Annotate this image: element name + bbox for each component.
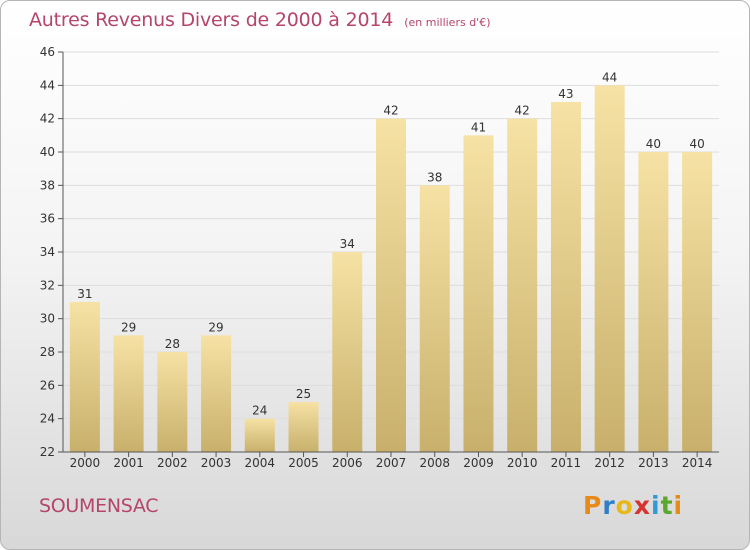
x-tick-label: 2008	[419, 456, 450, 470]
title-row: Autres Revenus Divers de 2000 à 2014 (en…	[29, 9, 491, 31]
y-tick-label: 32	[40, 278, 55, 292]
logo-letter: r	[602, 491, 616, 520]
x-tick-label: 2014	[682, 456, 713, 470]
y-tick-label: 44	[40, 78, 55, 92]
x-tick-label: 2006	[332, 456, 363, 470]
x-tick-label: 2007	[376, 456, 407, 470]
bar-value-label: 34	[340, 237, 355, 251]
y-tick-label: 30	[40, 312, 55, 326]
y-tick-label: 34	[40, 245, 55, 259]
y-tick-label: 26	[40, 378, 55, 392]
x-tick-label: 2004	[245, 456, 276, 470]
bar-value-label: 28	[165, 337, 180, 351]
x-tick-label: 2013	[638, 456, 669, 470]
axes	[58, 51, 719, 457]
bars	[69, 85, 713, 453]
x-tick-label: 2011	[551, 456, 582, 470]
bar	[244, 418, 275, 452]
bar	[682, 152, 713, 452]
bar-value-label: 29	[208, 320, 223, 334]
bar-value-label: 24	[252, 404, 267, 418]
bar-value-label: 29	[121, 320, 136, 334]
chart-subtitle: (en milliers d'€)	[404, 16, 491, 29]
logo-letter: x	[633, 491, 651, 520]
x-tick-label: 2003	[201, 456, 232, 470]
bar-chart: 22 24 26 28 30 32 34 36 38 40 42 44 46 31 2000 29 2001 28…	[40, 45, 719, 470]
bar	[376, 118, 406, 453]
bar	[463, 135, 494, 453]
x-tick-label: 2010	[507, 456, 538, 470]
y-tick-label: 24	[40, 412, 55, 426]
bar-value-label: 41	[471, 120, 486, 134]
x-tick-label: 2001	[113, 456, 144, 470]
place-name: SOUMENSAC	[39, 495, 159, 517]
y-tick-label: 46	[40, 45, 55, 59]
bar	[507, 118, 538, 453]
y-tick-label: 22	[40, 445, 55, 459]
bar-value-label: 43	[558, 87, 573, 101]
bar-value-label: 31	[77, 287, 92, 301]
bar-value-label: 44	[602, 70, 617, 84]
bar-value-label: 40	[689, 137, 704, 151]
bar-value-label: 40	[646, 137, 661, 151]
x-tick-label: 2002	[157, 456, 188, 470]
bar	[69, 302, 100, 452]
chart-title: Autres Revenus Divers de 2000 à 2014	[29, 9, 394, 31]
bar	[288, 402, 319, 452]
logo-letter: P	[583, 491, 603, 520]
bar-value-label: 38	[427, 170, 442, 184]
y-tick-label: 36	[40, 212, 55, 226]
logo-letter: t	[660, 491, 674, 520]
x-tick-label: 2009	[463, 456, 494, 470]
bar	[332, 252, 363, 452]
logo-letter: i	[651, 491, 661, 520]
bar	[594, 85, 625, 452]
y-tick-label: 40	[40, 145, 55, 159]
bar-value-label: 42	[515, 104, 530, 118]
y-tick-label: 28	[40, 345, 55, 359]
bar	[113, 335, 144, 452]
bar-value-label: 25	[296, 387, 311, 401]
y-tick-label: 38	[40, 178, 55, 192]
proxiti-logo: Proxiti	[583, 491, 683, 520]
bar	[419, 185, 450, 453]
x-tick-label: 2000	[70, 456, 101, 470]
y-tick-label: 42	[40, 112, 55, 126]
logo-letter: o	[615, 491, 634, 520]
bar	[550, 102, 581, 452]
bar	[201, 335, 232, 452]
bar	[157, 352, 188, 452]
labels: 22 24 26 28 30 32 34 36 38 40 42 44 46 31 2000 29 2001 28…	[40, 45, 713, 470]
bar-value-label: 42	[383, 104, 398, 118]
bar	[638, 152, 669, 452]
x-tick-label: 2005	[288, 456, 319, 470]
logo-letter: i	[673, 491, 684, 520]
x-tick-label: 2012	[594, 456, 625, 470]
